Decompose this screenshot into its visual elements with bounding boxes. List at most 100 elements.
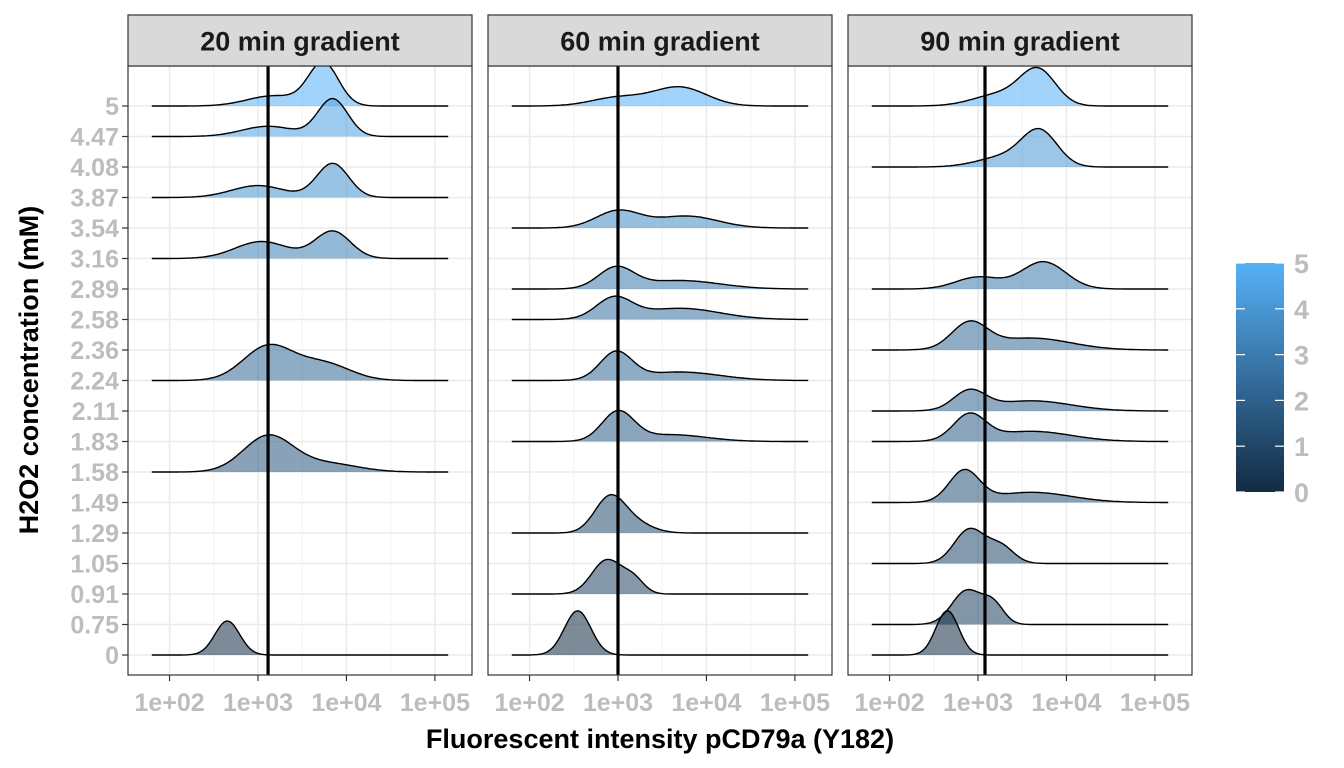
ridge-line: [871, 412, 1169, 443]
ridge-fill: [920, 412, 1135, 442]
y-tick-label: 2.36: [70, 337, 119, 365]
ridge-line: [871, 610, 1169, 656]
y-tick-label: 0: [105, 642, 119, 670]
y-axis-tick-labels: 00.75 0.911.05 1.291.49 1.581.83 2.112.24 2.3…: [70, 93, 128, 670]
ridge-line: [151, 620, 449, 656]
y-tick-label: 2.89: [70, 276, 119, 304]
fill-legend: 0 1 2 3 4 5: [1236, 249, 1309, 508]
y-tick-label: 0.75: [70, 612, 119, 640]
ridge-fill: [189, 621, 264, 655]
x-tick-label: 1e+02: [134, 689, 204, 717]
x-tick-label: 1e+02: [854, 689, 924, 717]
facet-strip: [487, 14, 833, 67]
y-axis-label: H2O2 concentration (mM): [14, 206, 44, 535]
y-tick-label: 5: [105, 93, 119, 121]
ridge-fill: [914, 320, 1137, 350]
ridge-line: [511, 558, 809, 595]
ridge-fill: [537, 610, 618, 655]
facet-panels: 20 min gradient 1e+02 1e+03 1e+04 1e+05 60 mi…: [127, 14, 1193, 717]
facet-strip-title: 90 min gradient: [920, 27, 1120, 57]
x-tick-label: 1e+05: [400, 689, 470, 717]
ridge-line: [511, 610, 809, 656]
ridge-fill: [937, 128, 1095, 167]
ridge-line: [151, 343, 449, 382]
x-tick-label: 1e+04: [671, 689, 741, 717]
x-tick-label: 1e+03: [943, 689, 1013, 717]
facet-strip-title: 60 min gradient: [560, 27, 760, 57]
ridge-line: [151, 434, 449, 473]
x-tick-label: 1e+03: [223, 689, 293, 717]
ridge-fill: [931, 67, 1092, 106]
y-tick-label: 1.83: [70, 429, 119, 457]
ridge-line: [511, 409, 809, 443]
ridge-line: [871, 66, 1169, 107]
ridge-line: [511, 265, 809, 290]
ridge-line: [871, 588, 1169, 626]
ridge-fill: [562, 559, 663, 594]
facet-strip: [127, 14, 473, 67]
y-tick-label: 1.49: [70, 490, 119, 518]
ridge-fill: [920, 389, 1135, 411]
ridge-fill: [204, 61, 370, 106]
ridge-fill: [916, 469, 1135, 503]
y-tick-label: 3.87: [70, 185, 119, 213]
x-axis-label: Fluorescent intensity pCD79a (Y182): [426, 724, 894, 754]
legend-tick-label: 4: [1294, 295, 1309, 325]
ridge-fill: [920, 261, 1109, 289]
x-tick-label: 1e+05: [1120, 689, 1190, 717]
ridge-fill: [564, 494, 679, 533]
ridge-fill: [924, 528, 1037, 564]
ridge-line: [511, 493, 809, 534]
ridge-line: [511, 86, 809, 107]
ridge-line: [871, 127, 1169, 168]
ridge-line: [871, 527, 1169, 565]
ridge-fill: [556, 209, 768, 228]
y-tick-label: 2.24: [70, 368, 119, 396]
ridge-line: [511, 350, 809, 382]
ridge-fill: [187, 230, 385, 259]
ridge-line: [151, 97, 449, 138]
fill-colorbar: [1236, 263, 1284, 492]
y-tick-label: 1.29: [70, 520, 119, 548]
y-tick-label: 4.47: [70, 124, 119, 152]
ridge-line: [511, 295, 809, 321]
x-tick-label: 1e+05: [760, 689, 830, 717]
ridge-line: [871, 320, 1169, 351]
ridge-fill: [566, 350, 781, 381]
y-tick-label: 4.08: [70, 154, 119, 182]
legend-tick-label: 2: [1294, 386, 1309, 416]
y-tick-label: 2.11: [72, 398, 119, 426]
x-tick-label: 1e+04: [311, 689, 381, 717]
ridge-line: [151, 60, 449, 107]
y-tick-label: 0.91: [70, 581, 119, 609]
legend-tick-label: 5: [1294, 249, 1309, 279]
y-tick-label: 1.05: [70, 551, 119, 579]
ridge-line: [151, 230, 449, 260]
ridge-fill: [194, 344, 398, 381]
ridge-line: [511, 209, 809, 229]
ridge-line: [871, 260, 1169, 290]
y-tick-label: 3.54: [70, 215, 119, 243]
ridge-line: [871, 388, 1169, 412]
ridge-fill: [194, 434, 404, 472]
y-tick-label: 2.58: [70, 307, 119, 335]
ridge-fill: [552, 86, 754, 106]
ridge-line: [871, 468, 1169, 504]
facet-strip-title: 20 min gradient: [200, 27, 400, 57]
legend-tick-label: 0: [1294, 478, 1309, 508]
ridge-fill: [187, 163, 381, 198]
panel-background: [488, 66, 832, 675]
legend-tick-label: 1: [1294, 432, 1309, 462]
facet-panel: 90 min gradient 1e+02 1e+03 1e+04 1e+05: [847, 14, 1193, 717]
x-tick-label: 1e+04: [1031, 689, 1101, 717]
x-tick-label: 1e+03: [583, 689, 653, 717]
y-tick-label: 3.16: [70, 246, 119, 274]
x-tick-label: 1e+02: [494, 689, 564, 717]
ridge-fill: [200, 98, 379, 137]
facet-panel: 20 min gradient 1e+02 1e+03 1e+04 1e+05: [127, 14, 473, 717]
ridge-fill: [912, 610, 982, 655]
ridge-line: [151, 162, 449, 199]
y-tick-label: 1.58: [70, 459, 119, 487]
legend-tick-label: 3: [1294, 341, 1309, 371]
facet-strip: [847, 14, 1193, 67]
